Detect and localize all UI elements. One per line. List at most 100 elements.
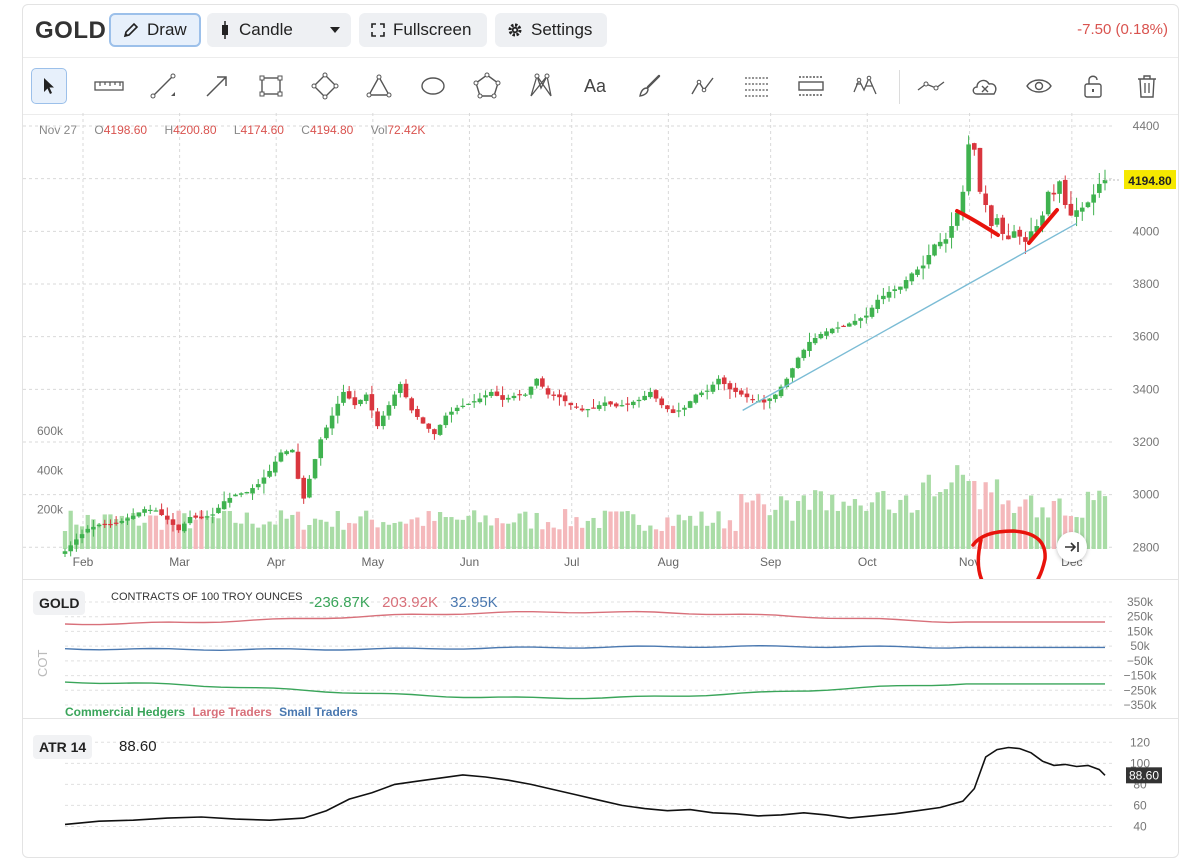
candle-body [523, 394, 528, 396]
brush-icon [639, 74, 661, 97]
candle-body [142, 509, 147, 513]
volume-bar [801, 495, 806, 549]
volume-bar [1046, 517, 1051, 549]
triangle-tool[interactable] [361, 68, 397, 104]
range-icon [798, 76, 824, 96]
candle-body [744, 393, 750, 398]
lock-tool[interactable] [1075, 68, 1111, 104]
candle-body [1040, 215, 1045, 226]
chevron-down-icon [330, 27, 340, 33]
candle-body [682, 407, 687, 410]
draw-button[interactable]: Draw [109, 13, 201, 47]
month-tick-label: Feb [73, 555, 94, 569]
volume-bar [500, 523, 505, 549]
elliott-tool[interactable] [847, 68, 883, 104]
fullscreen-button[interactable]: Fullscreen [359, 13, 487, 47]
candle-body [210, 514, 216, 516]
cot-side-label: COT [35, 649, 50, 677]
volume-bar [1102, 496, 1108, 549]
volume-bar [284, 518, 289, 549]
hide-drawings-tool[interactable] [967, 68, 1003, 104]
candle-body [130, 515, 136, 519]
candle-body [460, 405, 466, 407]
candle-body [346, 391, 352, 399]
volume-bar [972, 481, 977, 549]
volume-bar [403, 523, 409, 549]
candle-body [886, 291, 892, 298]
candle-body [551, 394, 557, 396]
candle-body [795, 357, 801, 368]
settings-button[interactable]: Settings [495, 13, 607, 47]
scroll-to-latest-button[interactable] [1057, 532, 1087, 562]
volume-bar [148, 515, 153, 549]
ellipse-tool[interactable] [415, 68, 451, 104]
pencil-icon [123, 22, 139, 38]
visibility-tool[interactable] [1021, 68, 1057, 104]
line-tool[interactable] [145, 68, 181, 104]
path-tool[interactable] [685, 68, 721, 104]
polygon-tool[interactable] [469, 68, 505, 104]
cot-tick-label: −350k [1123, 698, 1157, 712]
volume-bar [869, 502, 875, 549]
price-change: -7.50 (0.18%) [1077, 21, 1168, 38]
volume-bar [1023, 499, 1028, 549]
candle-body [1097, 183, 1102, 193]
candle-body [79, 534, 85, 539]
month-tick-label: Sep [760, 555, 782, 569]
delete-tool[interactable] [1129, 68, 1165, 104]
volume-bar [68, 510, 73, 549]
brush-tool[interactable] [631, 68, 667, 104]
volume-bar [892, 513, 897, 549]
ohlc-low-label: L [233, 123, 241, 137]
candle-body [790, 368, 795, 378]
volume-bar [898, 499, 903, 549]
cot-tick-label: 150k [1127, 624, 1154, 638]
pitchfork-tool[interactable] [523, 68, 559, 104]
atr-tick-label: 60 [1133, 798, 1147, 812]
candle-body [1051, 192, 1057, 195]
atr-tick-label: 120 [1130, 735, 1150, 749]
arrow-tool[interactable] [199, 68, 235, 104]
volume-bar [938, 492, 943, 549]
text-tool[interactable]: Aa [577, 68, 613, 104]
candle-body [670, 409, 676, 414]
volume-bar [750, 500, 755, 549]
ruler-tool[interactable] [91, 68, 127, 104]
candle-body [858, 318, 863, 321]
go-to-end-icon [1065, 542, 1079, 552]
fibonacci-tool[interactable] [739, 68, 775, 104]
range-tool[interactable] [793, 68, 829, 104]
volume-bar [375, 527, 380, 549]
volume-bar [420, 525, 426, 549]
cot-values: -236.87K 203.92K 32.95K [309, 594, 498, 611]
pointer-tool[interactable] [31, 68, 67, 104]
volume-bar [773, 509, 778, 549]
candle-body [1091, 194, 1096, 203]
remove-selected-tool[interactable] [913, 68, 949, 104]
volume-bar [443, 517, 448, 549]
volume-bar [341, 529, 346, 549]
volume-bar [835, 510, 841, 549]
volume-bar [199, 510, 204, 549]
candle-body [216, 507, 221, 514]
price-tick-label: 4400 [1133, 119, 1160, 133]
candle-body [295, 451, 301, 479]
annotation-stroke [955, 209, 1000, 237]
volume-bar [983, 482, 988, 549]
volume-bar [1057, 498, 1062, 549]
candle-body [949, 226, 954, 238]
candle-body [642, 395, 647, 401]
ellipse-icon [421, 77, 445, 95]
candle-body [147, 509, 153, 511]
rectangle-tool[interactable] [253, 68, 289, 104]
candle-body [807, 341, 812, 351]
rotated-rectangle-tool[interactable] [307, 68, 343, 104]
candle-body [108, 523, 113, 526]
chart-type-select[interactable]: Candle [207, 13, 351, 47]
volume-bar [568, 526, 573, 549]
price-chart[interactable]: 280030003200340036003800400042004400FebM… [23, 113, 1178, 579]
cot-symbol-label: GOLD [33, 591, 86, 615]
volume-bar [693, 525, 698, 549]
